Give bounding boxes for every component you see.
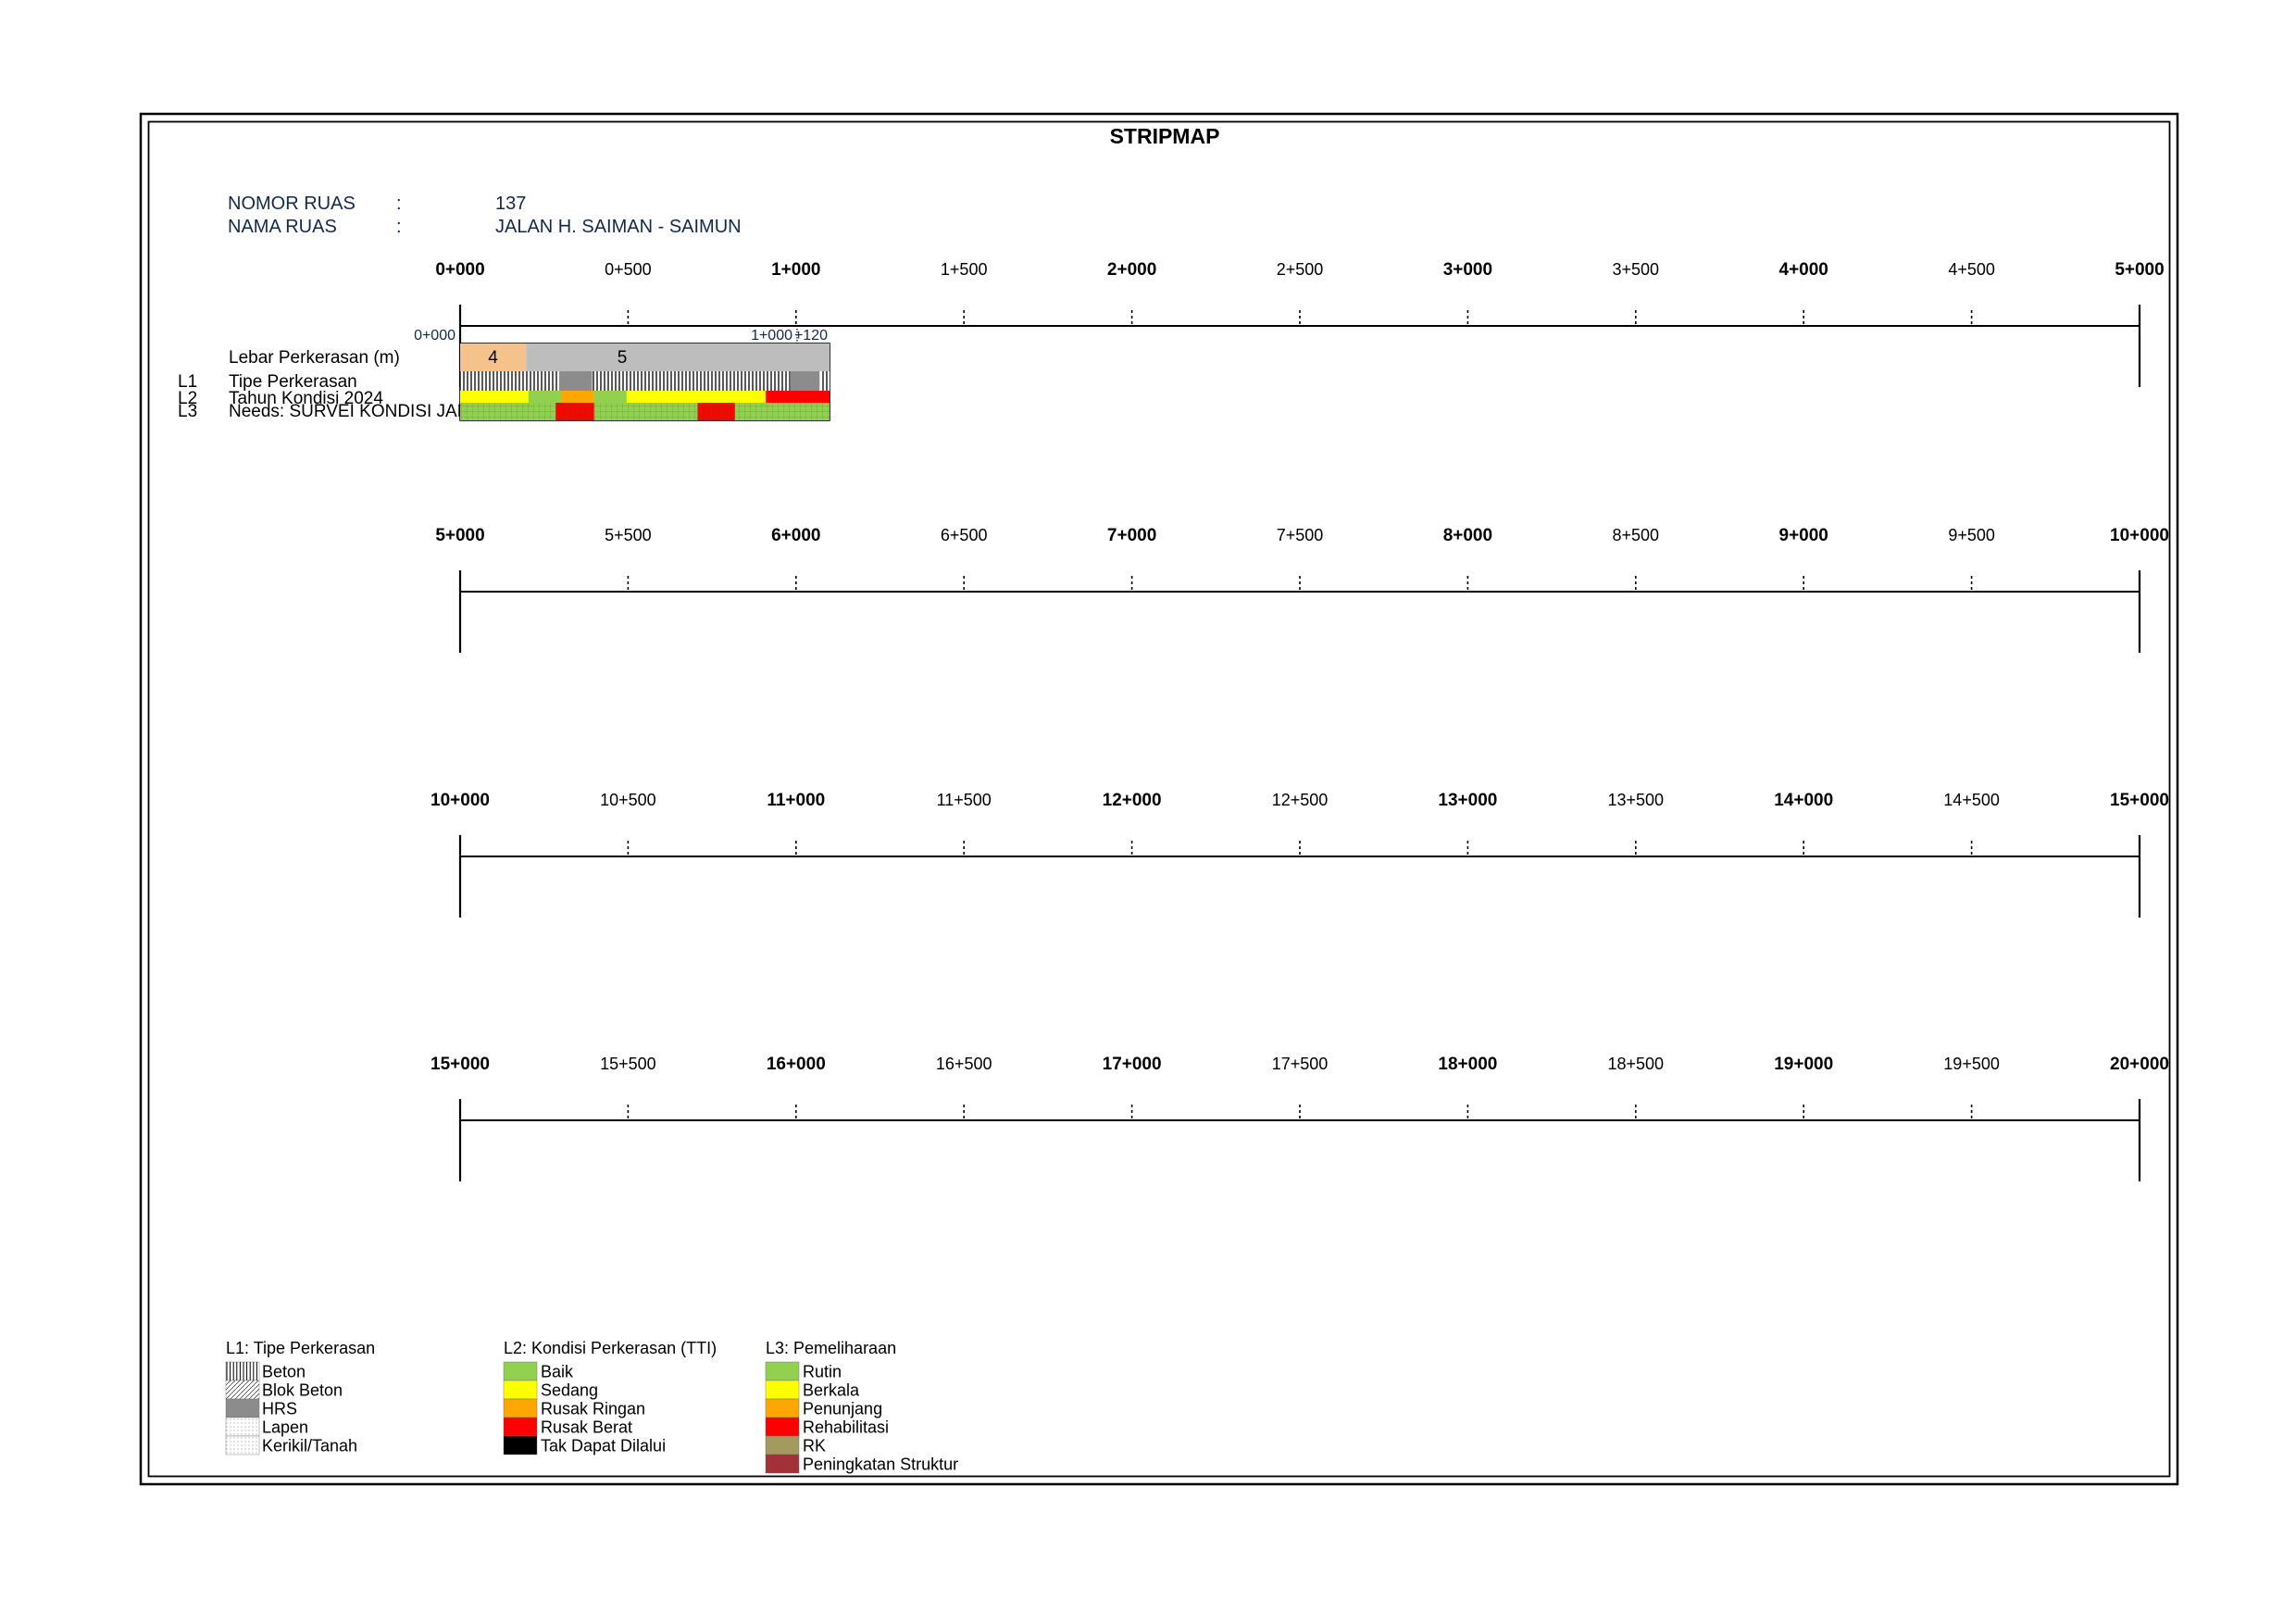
svg-text:Tak Dapat Dilalui: Tak Dapat Dilalui xyxy=(541,1437,666,1455)
svg-text:L3: Pemeliharaan: L3: Pemeliharaan xyxy=(766,1339,896,1357)
svg-text:11+500: 11+500 xyxy=(937,791,992,809)
svg-text:19+000: 19+000 xyxy=(1774,1055,1833,1074)
svg-text:NAMA RUAS: NAMA RUAS xyxy=(228,217,337,237)
svg-text:16+500: 16+500 xyxy=(936,1055,992,1073)
svg-text:2+500: 2+500 xyxy=(1277,260,1324,279)
svg-text:20+000: 20+000 xyxy=(2110,1055,2169,1074)
svg-text:3+000: 3+000 xyxy=(1443,260,1492,280)
svg-text:2+000: 2+000 xyxy=(1107,260,1156,280)
svg-text:14+500: 14+500 xyxy=(1943,791,2000,809)
svg-text:12+000: 12+000 xyxy=(1103,791,1162,810)
svg-text:RK: RK xyxy=(803,1437,826,1455)
svg-text:STRIPMAP: STRIPMAP xyxy=(1110,124,1220,148)
svg-text:10+000: 10+000 xyxy=(2110,526,2169,545)
svg-text:11+000: 11+000 xyxy=(767,791,825,810)
svg-text:Lebar Perkerasan (m): Lebar Perkerasan (m) xyxy=(229,348,400,368)
svg-text:NOMOR RUAS: NOMOR RUAS xyxy=(228,194,356,214)
svg-text:9+500: 9+500 xyxy=(1948,526,1995,544)
svg-text:8+500: 8+500 xyxy=(1613,526,1660,544)
svg-text:1+000: 1+000 xyxy=(771,260,820,280)
svg-text:Berkala: Berkala xyxy=(803,1381,860,1400)
svg-text:Rutin: Rutin xyxy=(803,1363,842,1381)
svg-text:18+500: 18+500 xyxy=(1608,1055,1665,1073)
svg-text:Blok Beton: Blok Beton xyxy=(262,1381,343,1400)
svg-text:Peningkatan Struktur: Peningkatan Struktur xyxy=(803,1455,958,1474)
svg-text:Penunjang: Penunjang xyxy=(803,1400,882,1418)
svg-text:17+500: 17+500 xyxy=(1272,1055,1329,1073)
svg-text:0+000: 0+000 xyxy=(414,328,455,344)
svg-text:12+500: 12+500 xyxy=(1272,791,1329,809)
svg-text:8+000: 8+000 xyxy=(1443,526,1492,545)
svg-text:4+000: 4+000 xyxy=(1779,260,1828,280)
svg-text:18+000: 18+000 xyxy=(1438,1055,1497,1074)
svg-text:5+500: 5+500 xyxy=(605,526,652,544)
svg-text:0+000: 0+000 xyxy=(435,260,484,280)
svg-text:9+000: 9+000 xyxy=(1779,526,1828,545)
svg-text:+120: +120 xyxy=(794,328,828,344)
svg-text:13+000: 13+000 xyxy=(1438,791,1497,810)
svg-text:Kerikil/Tanah: Kerikil/Tanah xyxy=(262,1437,357,1455)
svg-text:5+000: 5+000 xyxy=(435,526,484,545)
svg-text:Rusak Berat: Rusak Berat xyxy=(541,1418,632,1437)
svg-text:Beton: Beton xyxy=(262,1363,306,1381)
svg-text::: : xyxy=(396,194,402,214)
svg-text:7+500: 7+500 xyxy=(1277,526,1324,544)
svg-text:Rehabilitasi: Rehabilitasi xyxy=(803,1418,889,1437)
svg-text:5+000: 5+000 xyxy=(2115,260,2164,280)
svg-text:4: 4 xyxy=(488,348,498,368)
svg-text:1+500: 1+500 xyxy=(941,260,988,279)
svg-text:17+000: 17+000 xyxy=(1103,1055,1162,1074)
svg-text:JALAN H. SAIMAN - SAIMUN: JALAN H. SAIMAN - SAIMUN xyxy=(495,217,742,237)
svg-text:7+000: 7+000 xyxy=(1107,526,1156,545)
svg-text:10+500: 10+500 xyxy=(600,791,656,809)
svg-text:6+000: 6+000 xyxy=(771,526,820,545)
svg-text:15+000: 15+000 xyxy=(430,1055,490,1074)
svg-text:Rusak Ringan: Rusak Ringan xyxy=(541,1400,645,1418)
svg-text:14+000: 14+000 xyxy=(1774,791,1833,810)
svg-text:Baik: Baik xyxy=(541,1363,574,1381)
svg-text:0+500: 0+500 xyxy=(605,260,652,279)
svg-text:5: 5 xyxy=(618,348,628,368)
svg-text:15+000: 15+000 xyxy=(2110,791,2169,810)
svg-text:3+500: 3+500 xyxy=(1613,260,1660,279)
svg-text:L3: L3 xyxy=(178,402,197,421)
svg-text:1+000: 1+000 xyxy=(751,328,792,344)
svg-text:16+000: 16+000 xyxy=(767,1055,826,1074)
svg-text:137: 137 xyxy=(495,194,526,214)
svg-text:6+500: 6+500 xyxy=(941,526,988,544)
svg-text:Sedang: Sedang xyxy=(541,1381,598,1400)
svg-text:Lapen: Lapen xyxy=(262,1418,308,1437)
svg-text:19+500: 19+500 xyxy=(1943,1055,2000,1073)
svg-text:L2: Kondisi Perkerasan (TTI): L2: Kondisi Perkerasan (TTI) xyxy=(504,1339,717,1357)
svg-text:4+500: 4+500 xyxy=(1948,260,1995,279)
svg-text:10+000: 10+000 xyxy=(430,791,490,810)
svg-text:L1: Tipe Perkerasan: L1: Tipe Perkerasan xyxy=(226,1339,375,1357)
svg-text:15+500: 15+500 xyxy=(600,1055,656,1073)
svg-text:HRS: HRS xyxy=(262,1400,297,1418)
svg-text:13+500: 13+500 xyxy=(1608,791,1665,809)
svg-text::: : xyxy=(396,217,402,237)
